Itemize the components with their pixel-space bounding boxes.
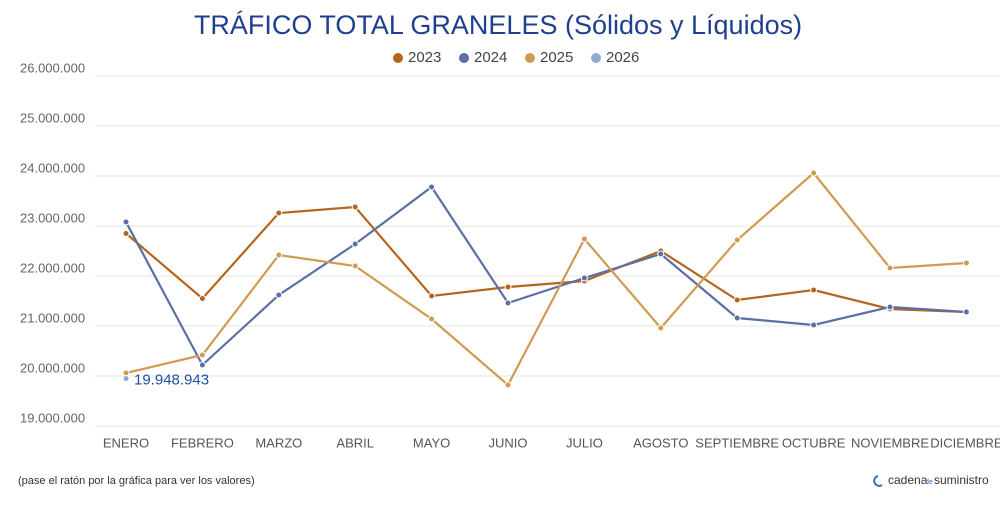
data-point[interactable] — [657, 324, 665, 332]
data-point[interactable] — [351, 203, 359, 211]
data-point[interactable] — [810, 169, 818, 177]
data-point[interactable] — [428, 315, 436, 323]
data-point[interactable] — [504, 299, 512, 307]
legend-item[interactable]: 2026 — [591, 49, 639, 66]
data-point[interactable] — [198, 295, 206, 302]
data-point[interactable] — [580, 274, 588, 282]
logo-text: cadena — [888, 473, 928, 487]
data-point[interactable] — [351, 262, 359, 270]
data-point[interactable] — [198, 361, 206, 369]
data-point[interactable] — [580, 235, 588, 243]
series-line — [125, 185, 967, 367]
data-point[interactable] — [198, 351, 206, 359]
data-point[interactable] — [275, 291, 283, 299]
legend-label[interactable]: 2025 — [540, 49, 573, 66]
legend-label[interactable]: 2026 — [606, 49, 639, 66]
legend-label[interactable]: 2024 — [474, 49, 507, 66]
x-tick-label: DICIEMBRE — [930, 435, 1000, 450]
data-point[interactable] — [962, 259, 970, 267]
data-point[interactable] — [886, 303, 894, 311]
data-point[interactable] — [428, 292, 436, 300]
logo-icon — [873, 475, 883, 487]
x-tick-label: ENERO — [103, 435, 149, 450]
logo-text: de — [925, 479, 933, 486]
x-tick-label: MAYO — [413, 435, 450, 450]
y-tick-label: 21.000.000 — [20, 310, 85, 325]
legend-item[interactable]: 2024 — [459, 49, 507, 66]
data-label: 19.948.943 — [134, 372, 209, 389]
data-point[interactable] — [504, 283, 512, 291]
legend-marker — [525, 53, 535, 63]
y-tick-label: 23.000.000 — [20, 210, 85, 225]
data-point[interactable] — [275, 209, 283, 217]
logo[interactable]: cadena de suministro — [873, 473, 989, 487]
data-point[interactable] — [275, 251, 283, 259]
y-tick-label: 20.000.000 — [20, 360, 85, 375]
legend-marker — [393, 53, 403, 63]
x-tick-label: OCTUBRE — [782, 435, 846, 450]
y-tick-label: 25.000.000 — [20, 110, 85, 125]
x-tick-label: ABRIL — [336, 435, 374, 450]
legend-item[interactable]: 2023 — [393, 49, 441, 66]
y-tick-label: 19.000.000 — [20, 410, 85, 425]
legend-item[interactable]: 2025 — [525, 49, 573, 66]
data-point[interactable] — [504, 381, 512, 389]
data-point[interactable] — [886, 264, 894, 272]
data-point[interactable] — [810, 286, 818, 294]
data-point[interactable] — [122, 230, 130, 237]
x-tick-label: MARZO — [255, 435, 302, 450]
series-line — [125, 171, 967, 387]
data-point[interactable] — [733, 296, 741, 304]
data-point[interactable] — [122, 218, 130, 226]
x-tick-label: SEPTIEMBRE — [695, 435, 779, 450]
legend-label[interactable]: 2023 — [408, 49, 441, 66]
x-tick-label: NOVIEMBRE — [851, 435, 929, 450]
y-tick-label: 26.000.000 — [20, 60, 85, 75]
x-tick-label: FEBRERO — [171, 435, 234, 450]
series-line — [125, 205, 967, 314]
y-tick-label: 22.000.000 — [20, 260, 85, 275]
data-point[interactable] — [351, 240, 359, 248]
footnote: (pase el ratón por la gráfica para ver l… — [18, 475, 255, 487]
chart-title: TRÁFICO TOTAL GRANELES (Sólidos y Líquid… — [194, 10, 802, 40]
data-point[interactable] — [733, 314, 741, 322]
x-tick-label: JUNIO — [489, 435, 528, 450]
legend-marker — [459, 53, 469, 63]
data-point[interactable] — [122, 375, 130, 383]
data-point[interactable] — [810, 321, 818, 329]
data-point[interactable] — [962, 308, 970, 316]
legend-marker — [591, 53, 601, 63]
x-tick-label: JULIO — [566, 435, 603, 450]
y-tick-label: 24.000.000 — [20, 160, 85, 175]
x-tick-label: AGOSTO — [633, 435, 688, 450]
data-point[interactable] — [428, 183, 436, 191]
data-point[interactable] — [657, 250, 665, 258]
data-point[interactable] — [733, 236, 741, 244]
logo-text: suministro — [934, 473, 989, 487]
